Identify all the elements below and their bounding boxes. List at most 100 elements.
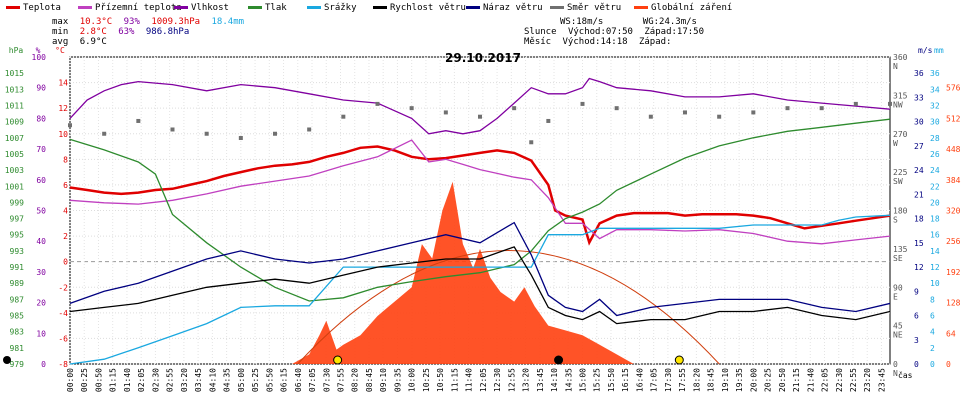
wind-dir-axis-tick: 180 (893, 207, 908, 216)
series-wind-dir-point (580, 101, 585, 106)
mm-axis-tick: 2 (930, 344, 935, 353)
stats-max-temp: 10.3°C (79, 17, 113, 27)
series-wind-dir-point (529, 140, 534, 145)
celsius-axis-tick: -8 (58, 360, 68, 369)
wind-dir-axis-dir-name: W (893, 139, 898, 148)
wm2-axis-tick: 320 (946, 207, 961, 216)
wind-dir-axis-dir-name: N (893, 369, 898, 378)
x-tick-label: 17:55 (678, 368, 687, 392)
x-tick-label: 03:20 (180, 368, 189, 392)
x-tick-label: 15:50 (607, 368, 616, 392)
mm-axis-tick: 28 (930, 134, 940, 143)
wind-dir-axis-dir-name: NW (893, 100, 903, 109)
series-line (69, 145, 891, 246)
x-tick-label: 23:20 (863, 368, 872, 392)
wind-dir-axis-dir-name: NE (893, 331, 903, 340)
celsius-axis-tick: 6 (63, 181, 68, 190)
stats-min-press: 986.8hPa (145, 27, 190, 37)
x-tick-label: 12:55 (507, 368, 516, 392)
wind-dir-axis-dir-name: SW (893, 177, 903, 186)
mm-axis-tick: 4 (930, 328, 935, 337)
x-tick-label: 08:20 (351, 368, 360, 392)
hpa-axis-tick: 987 (10, 295, 25, 304)
wind-dir-axis-tick: 0 (893, 360, 898, 369)
series-wind-dir-point (614, 106, 619, 111)
hpa-axis-tick: 985 (10, 312, 25, 321)
ms-axis-tick: 33 (914, 93, 924, 102)
x-tick-label: 08:45 (365, 368, 374, 392)
x-tick-label: 20:50 (778, 368, 787, 392)
percent-axis-tick: 70 (36, 145, 46, 154)
wind-dir-axis-tick: 45 (893, 322, 903, 331)
ms-axis-tick: 0 (914, 360, 919, 369)
celsius-axis-tick: 12 (58, 104, 68, 113)
stats-min-label: min (52, 27, 69, 37)
wind-dir-axis-tick: 225 (893, 168, 908, 177)
x-tick-label: 00:25 (80, 368, 89, 392)
stats-max-hum: 93% (123, 17, 140, 27)
x-tick-label: 18:45 (707, 368, 716, 392)
series-radiation (292, 181, 634, 364)
wm2-axis-tick: 512 (946, 114, 961, 123)
x-tick-label: 07:55 (336, 368, 345, 392)
legend-label: Rychlost větru (390, 3, 466, 13)
radiation-area (292, 181, 720, 365)
series-wind-dir-point (170, 127, 175, 132)
x-tick-label: 20:00 (749, 368, 758, 392)
x-tick-label: 23:45 (877, 368, 886, 392)
percent-axis-label: % (36, 46, 41, 55)
mm-axis-tick: 36 (930, 69, 940, 78)
percent-axis-tick: 80 (36, 114, 46, 123)
series-wind-dir-point (751, 110, 756, 115)
x-tick-label: 22:55 (849, 368, 858, 392)
hpa-axis-tick: 997 (10, 215, 25, 224)
hpa-axis-label: hPa (9, 46, 24, 55)
moonset-time: Západ: (638, 37, 672, 47)
wm2-axis-tick: 192 (946, 268, 961, 277)
wm2-axis-tick: 384 (946, 176, 961, 185)
series-wind-dir-point (853, 101, 858, 106)
series-line (69, 118, 891, 302)
celsius-axis-tick: 2 (63, 232, 68, 241)
sunrise-time: Východ:07:50 (567, 27, 633, 37)
mm-axis-tick: 8 (930, 295, 935, 304)
ms-axis-tick: 15 (914, 239, 924, 248)
wind-dir-axis-tick: 270 (893, 130, 908, 139)
legend-swatch (174, 6, 188, 9)
ms-axis-tick: 12 (914, 263, 924, 272)
legend-label: Náraz větru (483, 3, 543, 13)
x-tick-label: 05:25 (251, 368, 260, 392)
x-tick-label: 09:10 (379, 368, 388, 392)
percent-axis-tick: 100 (32, 53, 47, 62)
mm-axis-tick: 10 (930, 279, 940, 288)
x-tick-label: 10:50 (436, 368, 445, 392)
axes: 00:00 00:25 00:50 01:15 01:40 02:05 02:30 02:55… (3, 46, 961, 392)
legend-swatch (78, 6, 92, 9)
x-tick-label: 11:15 (450, 368, 459, 392)
celsius-axis-label: °C (55, 46, 65, 55)
celsius-axis-tick: -6 (58, 334, 68, 343)
celsius-axis-tick: 10 (58, 130, 68, 139)
legend-item: Náraz větru (466, 3, 543, 13)
x-tick-label: 05:50 (265, 368, 274, 392)
hpa-axis-tick: 1005 (5, 150, 24, 159)
wm2-axis-tick: 128 (946, 299, 961, 308)
celsius-axis-tick: -4 (58, 309, 68, 318)
wm2-axis-tick: 576 (946, 84, 961, 93)
series-wind-dir-point (648, 114, 653, 119)
hpa-axis-tick: 995 (10, 231, 25, 240)
legend-item: Teplota (6, 3, 61, 13)
series-line (69, 139, 891, 245)
sun-label: Slunce (524, 27, 557, 37)
ms-axis-tick: 3 (914, 336, 919, 345)
grid (69, 56, 891, 365)
stats-panel: max 10.3°C 93% 1009.3hPa 18.4mm min 2.8°… (52, 17, 250, 47)
stats-avg-temp: 6.9°C (79, 37, 107, 47)
x-tick-label: 02:30 (151, 368, 160, 392)
stats-min-temp: 2.8°C (79, 27, 107, 37)
series-wind-dir-point (307, 127, 312, 132)
stats-max-label: max (52, 17, 69, 27)
x-tick-label: 15:00 (579, 368, 588, 392)
hpa-axis-tick: 993 (10, 247, 25, 256)
x-tick-label: 04:10 (208, 368, 217, 392)
